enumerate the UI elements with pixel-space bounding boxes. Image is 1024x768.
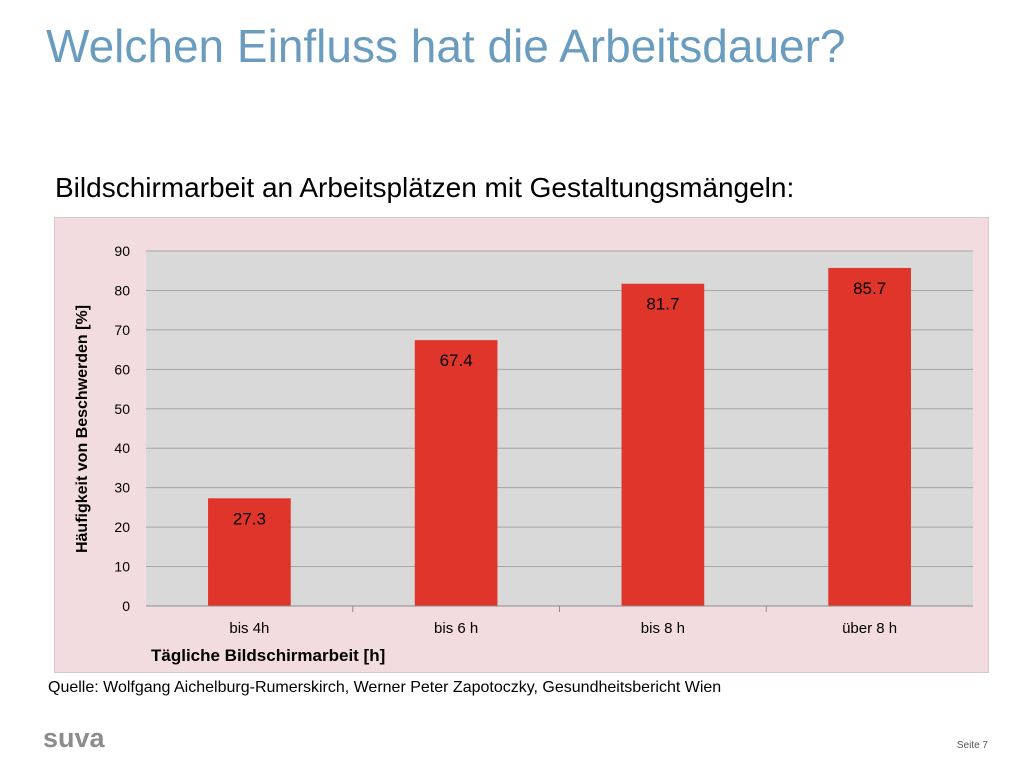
bar [828,267,911,606]
x-tick-label: über 8 h [842,620,897,637]
bar-data-label: 67.4 [440,351,473,370]
bars: 27.3 67.4 81.7 85.7 [208,267,911,606]
y-tick-label: 90 [114,243,130,259]
slide-title: Welchen Einfluss hat die Arbeitsdauer? [46,20,846,72]
y-tick-label: 40 [114,440,130,456]
bar-data-label: 81.7 [646,295,679,314]
y-tick-label: 50 [114,401,130,417]
bar [414,340,498,606]
y-tick-labels: 0 10 20 30 40 50 60 70 80 90 [114,243,130,614]
y-tick-label: 70 [114,322,130,338]
x-tick-label: bis 8 h [641,620,685,637]
y-tick-label: 30 [114,480,130,496]
bar-data-label: 85.7 [853,279,886,298]
bar [621,283,705,606]
suva-logo: suva [43,723,105,753]
x-tick-label: bis 6 h [434,620,478,637]
y-tick-label: 80 [114,282,130,298]
y-tick-label: 0 [122,598,130,614]
chart-subtitle: Bildschirmarbeit an Arbeitsplätzen mit G… [55,172,795,203]
chart-frame: 0 10 20 30 40 50 60 70 80 90 27.3 67.4 81.7 85.7 bis… [54,217,989,673]
x-tick-labels: bis 4h bis 6 h bis 8 h über 8 h [229,606,897,637]
bar [208,498,291,606]
y-tick-label: 20 [114,519,130,535]
bar-data-label: 27.3 [233,509,266,528]
y-tick-label: 10 [114,559,130,575]
bar-chart: 0 10 20 30 40 50 60 70 80 90 27.3 67.4 81.7 85.7 bis… [74,243,973,665]
y-axis-title: Häufigkeit von Beschwerden [%] [74,305,91,553]
x-axis-title: Tägliche Bildschirmarbeit [h] [151,646,385,665]
page-number: Seite 7 [956,740,988,751]
y-tick-label: 60 [114,361,130,377]
source-citation: Quelle: Wolfgang Aichelburg-Rumerskirch,… [48,679,722,696]
x-tick-label: bis 4h [229,620,269,637]
